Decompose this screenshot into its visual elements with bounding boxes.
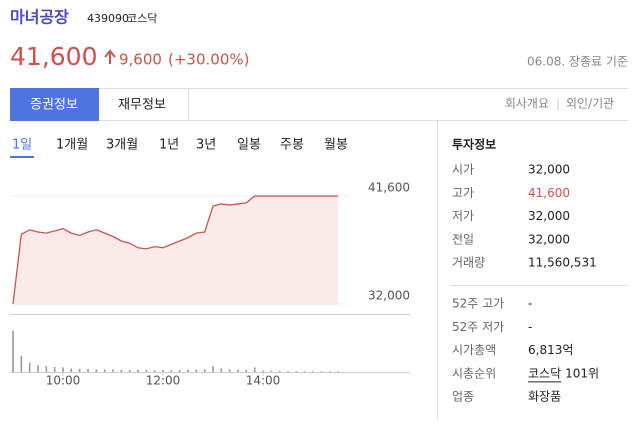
stock-name[interactable]: 마녀공장 <box>10 8 69 27</box>
period-tab[interactable]: 1년 <box>159 138 179 153</box>
area <box>13 196 338 305</box>
period-tab[interactable]: 일봉 <box>237 138 261 153</box>
tab-active[interactable] <box>10 88 99 121</box>
volume-bar <box>53 366 56 372</box>
info-title: 투자정보 <box>452 137 496 152</box>
period-tab[interactable]: 3년 <box>196 138 216 153</box>
volume-bar <box>20 355 23 372</box>
volume-bar <box>62 367 64 372</box>
info-label: 시가총액 <box>452 343 496 357</box>
period-tab[interactable]: 주봉 <box>280 138 304 153</box>
link[interactable]: 외인/기관 <box>566 97 614 111</box>
separator: | <box>556 97 560 111</box>
volume-bar <box>262 370 264 372</box>
market: 코스닥 <box>127 12 157 25</box>
volume-bar <box>145 369 148 372</box>
info-label: 거래량 <box>452 256 485 270</box>
change: 9,600 <box>119 51 162 69</box>
info-value: 41,600 <box>528 186 570 200</box>
info-label: 52주 고가 <box>452 297 504 311</box>
tab[interactable]: 증권정보 <box>30 98 78 113</box>
volume-bar <box>12 330 14 372</box>
volume-bar <box>287 371 289 372</box>
volume-bar <box>87 369 89 372</box>
info-value: 6,813억 <box>528 343 573 357</box>
info-label: 시총순위 <box>452 366 496 380</box>
info-value: 101위 <box>565 366 599 380</box>
stock-code: 439090 <box>87 12 129 25</box>
volume-bar <box>120 369 123 372</box>
period-tab[interactable]: 1개월 <box>56 138 88 153</box>
volume-bar <box>320 371 323 372</box>
volume-bar <box>78 368 81 372</box>
volume-bar <box>170 370 173 372</box>
price: 41,600 <box>10 42 97 71</box>
change-rate: (+30.00%) <box>168 51 249 69</box>
info-value: 11,560,531 <box>528 256 597 270</box>
info-label: 고가 <box>452 186 474 200</box>
info-label: 52주 저가 <box>452 320 504 334</box>
volume-bar <box>45 366 48 372</box>
volume-bar <box>70 368 73 372</box>
volume-bar <box>103 369 106 372</box>
volume-bar <box>195 369 198 372</box>
up-arrow <box>104 49 116 64</box>
volume-bar <box>128 369 131 372</box>
volume-bar <box>220 368 223 372</box>
volume-bar <box>37 365 39 372</box>
volume-bar <box>278 371 281 372</box>
volume-bar <box>153 370 156 372</box>
tab[interactable]: 재무정보 <box>118 98 166 113</box>
volume-bar <box>95 369 98 372</box>
date-note: 06.08. 장종료 기준 <box>527 55 628 69</box>
volume-bar <box>137 369 139 372</box>
x-tick-label: 14:00 <box>246 374 281 388</box>
info-value: 32,000 <box>528 163 570 177</box>
volume-bar <box>178 369 181 372</box>
info-label: 업종 <box>452 390 474 404</box>
info-label: 전일 <box>452 232 474 246</box>
volume-bar <box>112 369 114 372</box>
volume-bar <box>295 371 298 372</box>
info-label: 시가 <box>452 163 474 177</box>
volume-bar <box>328 371 331 372</box>
volume-bar <box>270 370 273 372</box>
price-line <box>12 195 338 304</box>
volume-bar <box>337 371 339 372</box>
period-tab[interactable]: 1일 <box>12 138 32 153</box>
volume-bar <box>237 369 239 372</box>
info-value: 32,000 <box>528 209 570 223</box>
volume-bar <box>203 369 206 372</box>
period-tab[interactable]: 월봉 <box>324 138 348 153</box>
volume-bar <box>212 366 214 372</box>
info-value: 화장품 <box>528 390 561 404</box>
volume-bar <box>28 362 31 372</box>
y-tick-label: 41,600 <box>368 181 410 195</box>
info-label: 저가 <box>452 209 474 223</box>
volume-bar <box>162 369 164 372</box>
volume-bar <box>187 369 189 372</box>
volume-bar <box>312 371 314 372</box>
x-tick-label: 12:00 <box>146 374 181 388</box>
y-tick-label: 32,000 <box>368 288 410 302</box>
link[interactable]: 회사개요 <box>505 97 549 111</box>
volume-bar <box>303 371 306 372</box>
volume-bar <box>253 367 256 372</box>
info-value: - <box>528 320 532 334</box>
x-tick-label: 10:00 <box>46 374 81 388</box>
period-tab[interactable]: 3개월 <box>106 138 138 153</box>
info-value: 32,000 <box>528 232 570 246</box>
volume-bar <box>228 369 231 372</box>
info-value[interactable]: 코스닥 <box>528 366 561 380</box>
info-value: - <box>528 297 532 311</box>
volume-bar <box>245 369 248 372</box>
